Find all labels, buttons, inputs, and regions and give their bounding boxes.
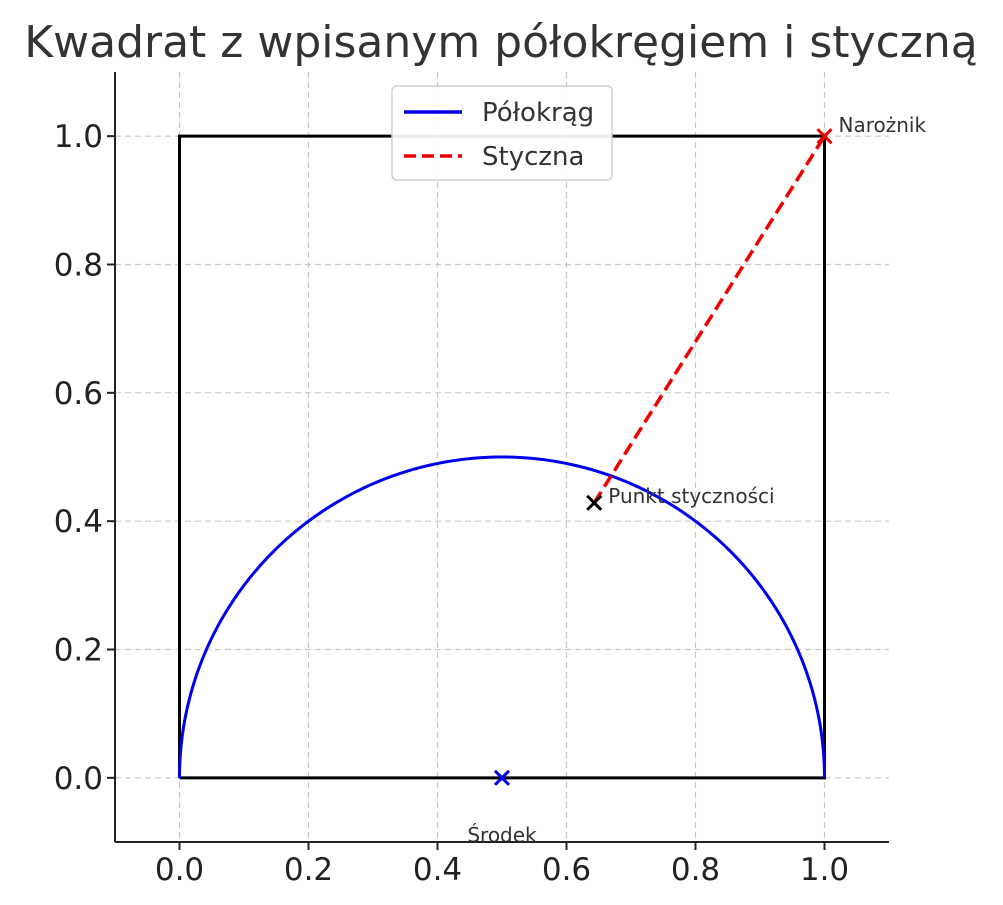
legend: Półokrąg Styczna [391,85,613,181]
x-tick-label-2: 0.4 [413,852,462,888]
x-tick-label-3: 0.6 [542,852,591,888]
x-tick-label-4: 0.8 [671,852,720,888]
y-tick-label-2: 0.4 [54,504,103,540]
semicircle-line [178,455,826,778]
point-marker-2 [493,769,511,786]
point-label-1: Punkt styczności [608,484,774,508]
point-marker-1 [586,494,603,511]
point-marker-0 [816,128,833,145]
plot-area: Narożnik Punkt styczności Środek [178,113,927,847]
legend-label-0: Półokrąg [482,98,594,128]
x-tick-label-5: 1.0 [800,852,849,888]
point-marker-stroke-b [586,494,603,511]
y-tick-label-4: 0.8 [54,248,103,284]
tangent-line [592,135,826,504]
point-marker-stroke-b [816,128,833,145]
point-label-2: Środek [467,823,537,847]
y-tick-label-0: 0.0 [54,761,103,797]
axes: 0.0 0.2 0.4 0.6 0.8 1.0 0.0 0.2 0.4 0.6 0.8 1.0 [54,72,889,888]
x-tick-label-0: 0.0 [155,852,204,888]
y-tick-label-1: 0.2 [54,633,103,669]
point-label-0: Narożnik [839,113,927,137]
x-tick-label-1: 0.2 [284,852,333,888]
point-marker-stroke-b [493,769,511,786]
chart-title: Kwadrat z wpisanym półokręgiem i styczną [24,17,977,68]
y-tick-label-3: 0.6 [54,376,103,412]
legend-label-1: Styczna [482,142,584,172]
y-tick-label-5: 1.0 [54,119,103,155]
